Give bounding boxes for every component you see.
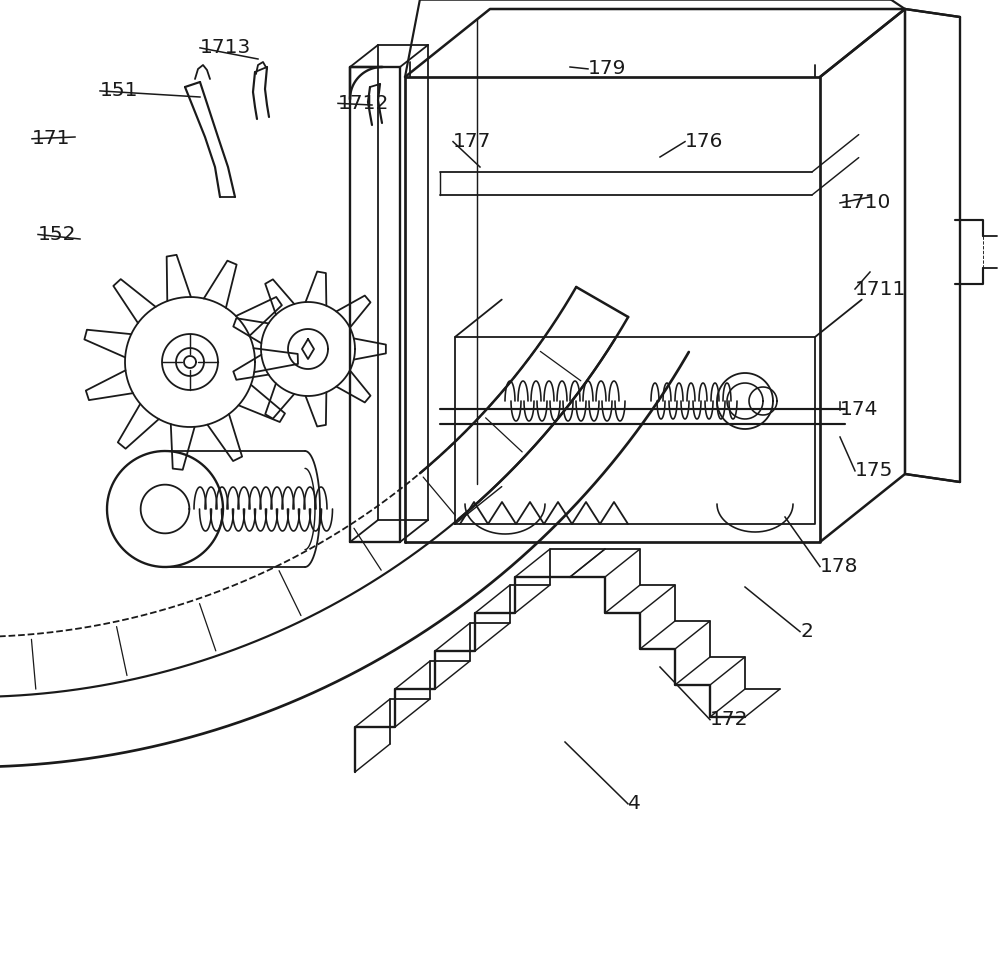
Text: 151: 151 xyxy=(100,81,138,100)
Text: 2: 2 xyxy=(800,622,813,641)
Text: 175: 175 xyxy=(855,461,893,480)
Text: 172: 172 xyxy=(710,710,748,729)
Text: 1711: 1711 xyxy=(855,279,906,299)
Text: 178: 178 xyxy=(820,557,858,576)
Text: 176: 176 xyxy=(685,132,723,151)
Text: 1713: 1713 xyxy=(200,38,251,57)
Text: 177: 177 xyxy=(453,132,491,151)
Text: 1710: 1710 xyxy=(840,193,891,212)
Text: 4: 4 xyxy=(628,794,641,813)
Text: 174: 174 xyxy=(840,400,879,419)
Text: 152: 152 xyxy=(38,225,76,244)
Text: 171: 171 xyxy=(32,129,70,148)
Text: 179: 179 xyxy=(588,59,626,78)
Text: 1712: 1712 xyxy=(338,94,389,113)
